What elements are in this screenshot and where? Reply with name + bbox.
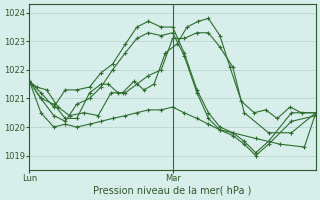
X-axis label: Pression niveau de la mer( hPa ): Pression niveau de la mer( hPa ) <box>93 186 252 196</box>
